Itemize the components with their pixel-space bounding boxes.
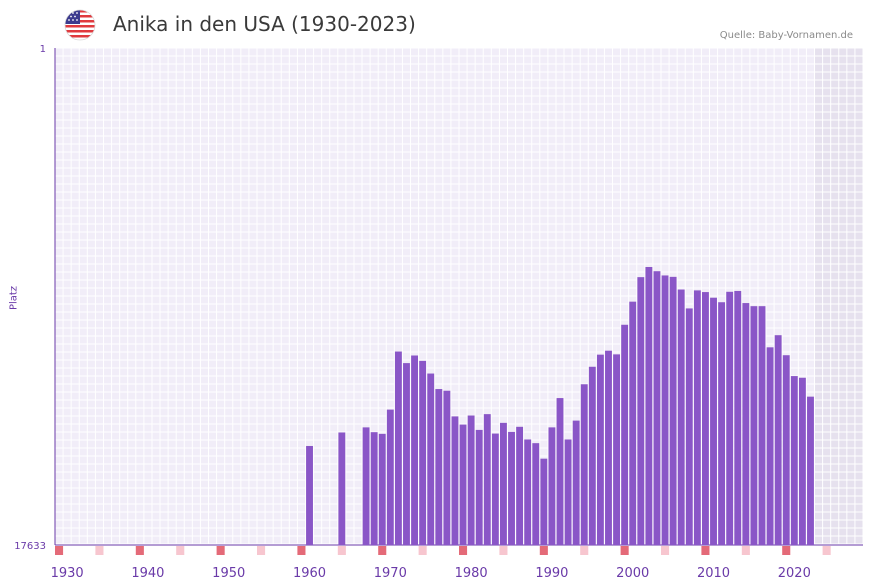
bar-2017 [766,347,774,545]
bar-1995 [588,366,596,545]
bar-1979 [459,424,467,545]
bar-1992 [564,439,572,545]
decade-marker-1949 [216,546,225,555]
decade-marker-1979 [459,546,468,555]
bar-1973 [411,355,418,545]
bar-1990 [548,427,556,545]
bar-1968 [370,432,378,545]
decade-marker-1999 [620,546,629,555]
bar-2008 [693,290,701,545]
decade-marker-1929 [55,546,64,555]
bar-1985 [508,431,515,545]
bar-1981 [475,429,483,545]
source-label: Quelle: Baby-Vornamen.de [719,30,853,41]
bar-2015 [750,306,758,545]
decade-marker-2009 [701,546,710,555]
x-tick-1940: 1940 [131,566,164,581]
bar-2001 [637,277,645,545]
bar-1960 [306,445,313,545]
bar-2020 [790,376,798,545]
x-tick-2000: 2000 [616,566,649,581]
bar-1983 [491,433,499,545]
decade-marker-1969 [378,546,387,555]
bar-1984 [500,422,507,545]
bar-2018 [774,335,782,545]
bar-1986 [516,426,524,545]
us-flag-icon [64,9,96,41]
half-decade-marker-1974 [418,546,427,555]
bar-1971 [394,351,402,545]
bar-2012 [726,291,734,545]
bar-1974 [419,360,427,545]
half-decade-marker-1994 [580,546,589,555]
decade-marker-1989 [539,546,548,555]
half-decade-marker-1954 [257,546,266,555]
half-decade-marker-1934 [95,546,104,555]
bar-1978 [451,416,459,545]
decade-marker-1939 [135,546,144,555]
bar-1988 [532,443,540,545]
bar-2016 [758,306,766,545]
bar-2009 [702,292,709,545]
x-tick-2020: 2020 [778,566,811,581]
bar-2021 [798,377,806,545]
bar-1999 [621,324,629,545]
half-decade-marker-1964 [337,546,346,555]
half-decade-marker-2024 [822,546,831,555]
x-tick-1990: 1990 [535,566,568,581]
bar-1997 [605,350,612,545]
bar-2003 [653,271,661,545]
y-tick-bottom: 17633 [14,541,46,552]
bar-1970 [386,409,394,545]
bar-1993 [572,420,580,545]
bar-2022 [807,396,814,545]
half-decade-marker-1984 [499,546,508,555]
bar-2000 [629,301,637,545]
x-tick-1960: 1960 [293,566,326,581]
half-decade-marker-2014 [741,546,750,555]
chart-title: Anika in den USA (1930-2023) [113,12,416,36]
half-decade-marker-1944 [176,546,185,555]
bar-1982 [483,414,491,545]
bar-1972 [403,363,410,545]
bar-1980 [467,415,475,545]
bar-1994 [580,384,588,545]
bar-1975 [427,373,435,545]
x-tick-1930: 1930 [51,566,84,581]
bar-2013 [734,290,742,545]
bar-1991 [556,398,564,545]
bar-1989 [540,458,548,545]
bar-2010 [710,297,717,545]
bar-1969 [378,433,386,545]
half-decade-marker-2004 [661,546,670,555]
bar-2011 [718,302,726,545]
bar-2006 [677,289,685,545]
bar-2002 [645,266,653,545]
grid [54,47,864,545]
bar-2005 [669,276,677,545]
decade-marker-2019 [782,546,791,555]
decade-marker-1959 [297,546,306,555]
bar-2014 [742,303,750,545]
x-tick-2010: 2010 [697,566,730,581]
bar-1976 [435,389,443,545]
x-tick-1980: 1980 [455,566,488,581]
bar-2019 [782,355,790,545]
bar-2007 [685,308,693,545]
bar-2004 [661,275,669,545]
bar-1967 [362,427,370,545]
bar-1987 [524,439,532,545]
bar-1996 [596,354,604,545]
bar-1964 [338,432,346,545]
bar-1998 [613,354,620,545]
x-tick-1970: 1970 [374,566,407,581]
bar-1977 [443,390,451,545]
x-tick-1950: 1950 [212,566,245,581]
y-tick-top: 1 [40,44,46,55]
